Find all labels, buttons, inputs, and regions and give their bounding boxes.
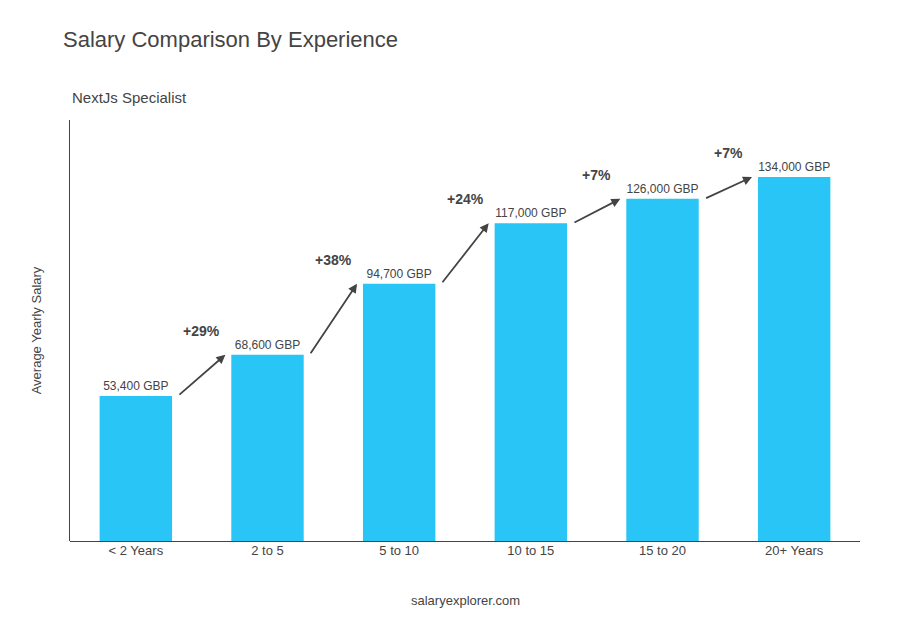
svg-text:53,400 GBP: 53,400 GBP (103, 379, 168, 393)
svg-text:< 2 Years: < 2 Years (109, 543, 164, 558)
svg-text:+7%: +7% (582, 167, 611, 183)
svg-text:2 to 5: 2 to 5 (251, 543, 284, 558)
svg-text:5 to 10: 5 to 10 (379, 543, 419, 558)
svg-text:+29%: +29% (183, 323, 220, 339)
svg-text:126,000 GBP: 126,000 GBP (626, 182, 698, 196)
svg-text:+7%: +7% (714, 145, 743, 161)
svg-text:+38%: +38% (315, 252, 352, 268)
svg-text:94,700 GBP: 94,700 GBP (366, 267, 431, 281)
svg-text:68,600 GBP: 68,600 GBP (235, 338, 300, 352)
svg-text:20+ Years: 20+ Years (765, 543, 824, 558)
svg-text:NextJs Specialist: NextJs Specialist (72, 89, 187, 106)
svg-text:117,000 GBP: 117,000 GBP (495, 206, 566, 220)
svg-text:15 to 20: 15 to 20 (639, 543, 686, 558)
svg-text:Salary Comparison By Experienc: Salary Comparison By Experience (63, 27, 398, 52)
svg-text:+24%: +24% (447, 191, 484, 207)
svg-text:Average Yearly Salary: Average Yearly Salary (29, 266, 44, 394)
svg-text:10 to 15: 10 to 15 (507, 543, 554, 558)
svg-text:134,000 GBP: 134,000 GBP (758, 160, 830, 174)
svg-text:salaryexplorer.com: salaryexplorer.com (411, 593, 520, 608)
